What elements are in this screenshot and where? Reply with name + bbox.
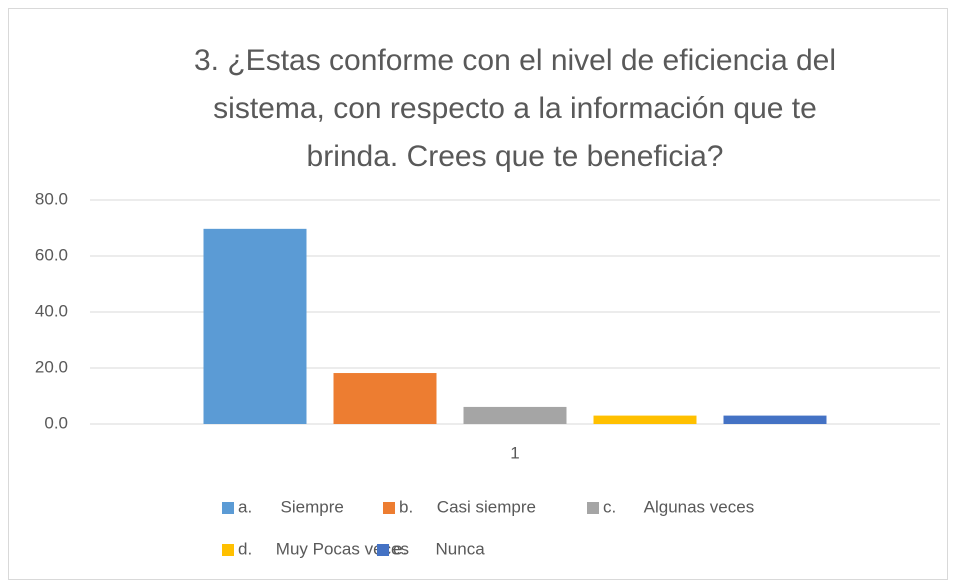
chart-frame [8, 8, 948, 580]
legend-label: d. Muy Pocas veces [238, 539, 409, 558]
chart-title: 3. ¿Estas conforme con el nivel de efici… [194, 44, 836, 77]
x-tick-label: 1 [510, 443, 519, 462]
legend-label: c. Algunas veces [603, 497, 754, 516]
legend-swatch [377, 544, 389, 556]
legend-swatch [383, 502, 395, 514]
legend-swatch [222, 502, 234, 514]
legend-swatch [587, 502, 599, 514]
bar [203, 228, 307, 424]
y-tick-label: 20.0 [35, 357, 68, 376]
chart-title: sistema, con respecto a la información q… [213, 92, 817, 125]
chart-title: brinda. Crees que te beneficia? [307, 140, 724, 173]
legend-label: b. Casi siempre [399, 497, 536, 516]
legend-swatch [222, 544, 234, 556]
bar [333, 373, 437, 424]
y-tick-label: 80.0 [35, 189, 68, 208]
y-tick-label: 60.0 [35, 245, 68, 264]
bar [463, 406, 567, 424]
y-tick-label: 0.0 [44, 413, 68, 432]
bar [723, 415, 827, 424]
legend-label: a. Siempre [238, 497, 344, 516]
y-tick-label: 40.0 [35, 301, 68, 320]
bar [593, 415, 697, 424]
legend-label: e. Nunca [393, 539, 485, 558]
